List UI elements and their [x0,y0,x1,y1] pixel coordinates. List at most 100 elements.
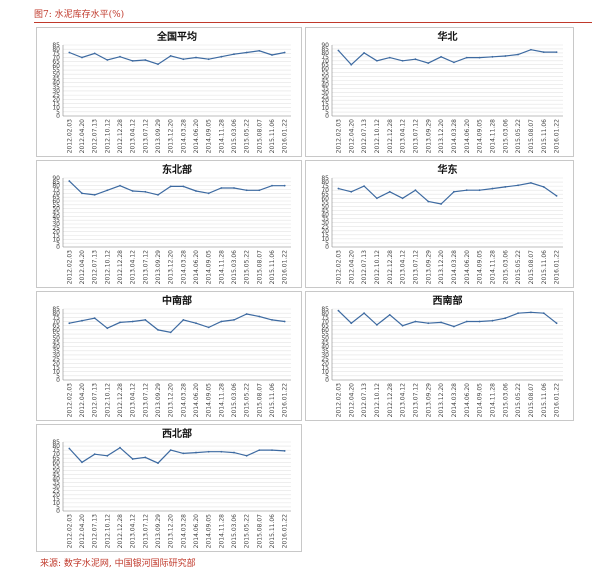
x-tick-label: 2013.12.20 [168,119,175,154]
y-tick-label: 10 [52,369,60,376]
data-point [427,322,430,325]
y-tick-label: 30 [52,221,60,228]
y-tick-label: 50 [52,71,60,78]
data-point [195,56,197,59]
data-point [478,56,481,59]
y-tick-label: 35 [321,216,329,223]
x-tick-label: 2015.03.06 [231,119,238,154]
y-tick-label: 30 [52,352,60,359]
y-tick-label: 20 [321,97,329,104]
y-tick-label: 70 [321,187,329,194]
x-tick-label: 2013.09.29 [155,119,162,154]
y-tick-label: 35 [52,217,60,224]
x-tick-label: 2012.02.03 [66,119,73,154]
data-point [271,449,273,452]
x-tick-label: 2015.11.06 [269,119,276,154]
x-tick-label: 2012.12.28 [387,383,394,418]
x-tick-label: 2012.02.03 [66,383,73,418]
data-point [207,192,210,195]
x-tick-label: 2015.08.07 [528,383,535,418]
y-tick-label: 20 [52,492,60,499]
x-tick-label: 2015.11.06 [269,383,276,418]
x-tick-label: 2015.05.22 [244,514,251,549]
data-point [144,456,147,459]
data-point [93,453,96,456]
data-point [440,321,442,324]
x-tick-label: 2013.09.29 [425,383,432,418]
x-tick-label: 2014.03.28 [451,383,458,418]
y-tick-label: 15 [52,100,60,107]
data-point [195,322,197,325]
y-tick-label: 10 [321,105,329,112]
y-tick-label: 45 [321,207,329,214]
x-tick-label: 2012.07.13 [92,514,99,549]
x-tick-label: 2012.12.28 [117,383,124,418]
x-tick-label: 2012.07.13 [361,383,368,418]
data-point [106,189,109,192]
x-tick-label: 2015.08.07 [256,119,263,154]
data-point [81,56,83,59]
x-tick-label: 2014.06.20 [464,119,471,154]
data-point [283,184,286,187]
chart-title: 华北 [438,30,458,43]
data-point [157,328,159,331]
y-tick-label: 85 [52,439,60,446]
data-point [414,189,417,192]
x-tick-label: 2012.04.20 [348,250,355,285]
data-point [68,180,71,182]
data-point [93,52,96,55]
x-tick-label: 2014.09.05 [206,514,213,549]
x-tick-label: 2014.06.20 [193,383,200,418]
x-tick-label: 2012.07.13 [361,119,368,154]
data-point [258,449,261,452]
data-point [337,49,340,52]
y-tick-label: 80 [321,50,329,57]
x-tick-label: 2014.11.28 [218,383,225,418]
x-tick-label: 2015.08.07 [256,514,263,549]
data-point [271,318,273,321]
data-point [93,317,96,320]
y-tick-label: 45 [52,75,60,82]
y-tick-label: 50 [321,74,329,81]
y-tick-label: 50 [321,203,329,210]
y-tick-label: 60 [52,327,60,334]
y-tick-label: 75 [321,54,329,61]
y-tick-label: 70 [52,319,60,326]
y-tick-label: 15 [321,232,329,239]
x-tick-label: 2013.04.12 [400,119,407,154]
data-point [144,59,147,61]
chart-title: 全国平均 [156,30,197,43]
x-tick-label: 2015.05.22 [515,119,522,154]
x-tick-label: 2015.05.22 [244,250,251,285]
y-tick-label: 80 [52,310,60,317]
data-point [465,320,468,323]
y-tick-label: 35 [52,480,60,487]
x-tick-label: 2012.02.03 [335,119,342,154]
y-tick-label: 85 [321,306,329,313]
data-point [388,190,391,193]
data-point [119,55,121,58]
x-tick-label: 2013.12.20 [168,250,175,285]
data-point [131,190,134,192]
x-tick-label: 2013.09.29 [425,250,432,285]
data-point [414,58,417,61]
y-tick-label: 40 [321,212,329,219]
data-point [478,189,481,192]
x-tick-label: 2014.09.05 [477,119,484,154]
data-point [233,53,235,56]
series-line [337,310,557,328]
y-tick-label: 15 [52,496,60,503]
y-tick-label: 80 [52,46,60,53]
y-tick-label: 75 [321,314,329,321]
data-point [350,190,353,193]
data-point [542,186,545,188]
x-tick-label: 2014.11.28 [218,514,225,549]
x-tick-label: 2014.03.28 [451,250,458,285]
y-tick-label: 20 [321,228,329,235]
x-tick-label: 2016.01.22 [282,514,289,549]
x-tick-label: 2014.03.28 [180,119,187,154]
